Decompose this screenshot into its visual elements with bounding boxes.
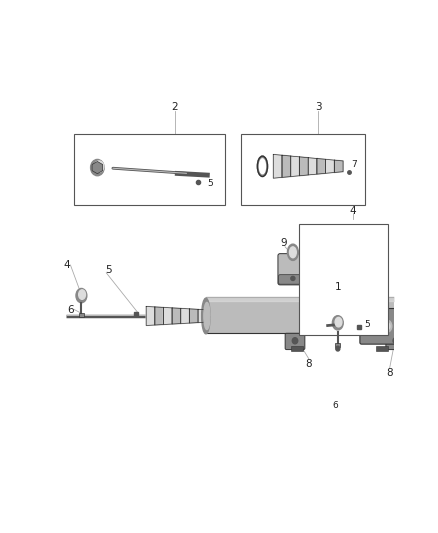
Text: 9: 9	[280, 238, 287, 248]
Ellipse shape	[290, 247, 296, 258]
Polygon shape	[334, 160, 343, 173]
Text: 8: 8	[306, 359, 312, 369]
Text: 4: 4	[63, 260, 70, 270]
Ellipse shape	[367, 321, 378, 335]
Polygon shape	[155, 307, 163, 325]
Bar	[291, 346, 303, 351]
Ellipse shape	[258, 156, 268, 176]
Ellipse shape	[204, 302, 210, 329]
Ellipse shape	[332, 316, 343, 330]
Bar	[241, 134, 365, 205]
Polygon shape	[317, 158, 325, 174]
Ellipse shape	[287, 244, 298, 261]
Ellipse shape	[292, 338, 298, 344]
FancyBboxPatch shape	[360, 309, 401, 344]
Ellipse shape	[335, 317, 342, 327]
FancyBboxPatch shape	[278, 254, 307, 285]
Ellipse shape	[382, 320, 392, 332]
Polygon shape	[92, 161, 102, 174]
Text: 5: 5	[364, 320, 370, 329]
Ellipse shape	[76, 288, 87, 303]
Bar	[299, 224, 388, 335]
Polygon shape	[189, 309, 198, 323]
Text: 8: 8	[386, 368, 393, 378]
Polygon shape	[325, 159, 334, 173]
Bar	[376, 346, 388, 351]
Polygon shape	[146, 306, 155, 326]
Ellipse shape	[291, 277, 295, 280]
Text: 7: 7	[351, 160, 357, 168]
Text: 5: 5	[106, 265, 112, 275]
Text: 6: 6	[67, 304, 74, 314]
Text: 5: 5	[207, 180, 213, 189]
Text: 4: 4	[350, 206, 357, 216]
Polygon shape	[198, 309, 207, 322]
Ellipse shape	[336, 346, 340, 351]
Ellipse shape	[393, 338, 399, 344]
Polygon shape	[273, 155, 282, 178]
Text: 3: 3	[315, 102, 321, 112]
Text: 1: 1	[334, 282, 341, 292]
Polygon shape	[291, 156, 300, 176]
Polygon shape	[300, 157, 308, 176]
Polygon shape	[308, 158, 317, 175]
Polygon shape	[336, 343, 340, 346]
Ellipse shape	[259, 159, 265, 174]
Ellipse shape	[94, 161, 104, 172]
Text: 2: 2	[172, 102, 178, 112]
FancyBboxPatch shape	[279, 274, 306, 284]
Polygon shape	[282, 155, 291, 177]
Text: 6: 6	[332, 401, 338, 410]
Polygon shape	[79, 313, 84, 317]
Ellipse shape	[384, 322, 390, 330]
Ellipse shape	[79, 290, 85, 300]
Polygon shape	[206, 297, 438, 333]
FancyBboxPatch shape	[386, 333, 406, 350]
Ellipse shape	[201, 298, 210, 334]
Polygon shape	[163, 308, 172, 325]
Polygon shape	[172, 308, 181, 324]
Ellipse shape	[91, 159, 104, 176]
FancyBboxPatch shape	[285, 333, 305, 350]
Ellipse shape	[369, 324, 376, 332]
Bar	[74, 134, 225, 205]
Polygon shape	[181, 309, 189, 324]
